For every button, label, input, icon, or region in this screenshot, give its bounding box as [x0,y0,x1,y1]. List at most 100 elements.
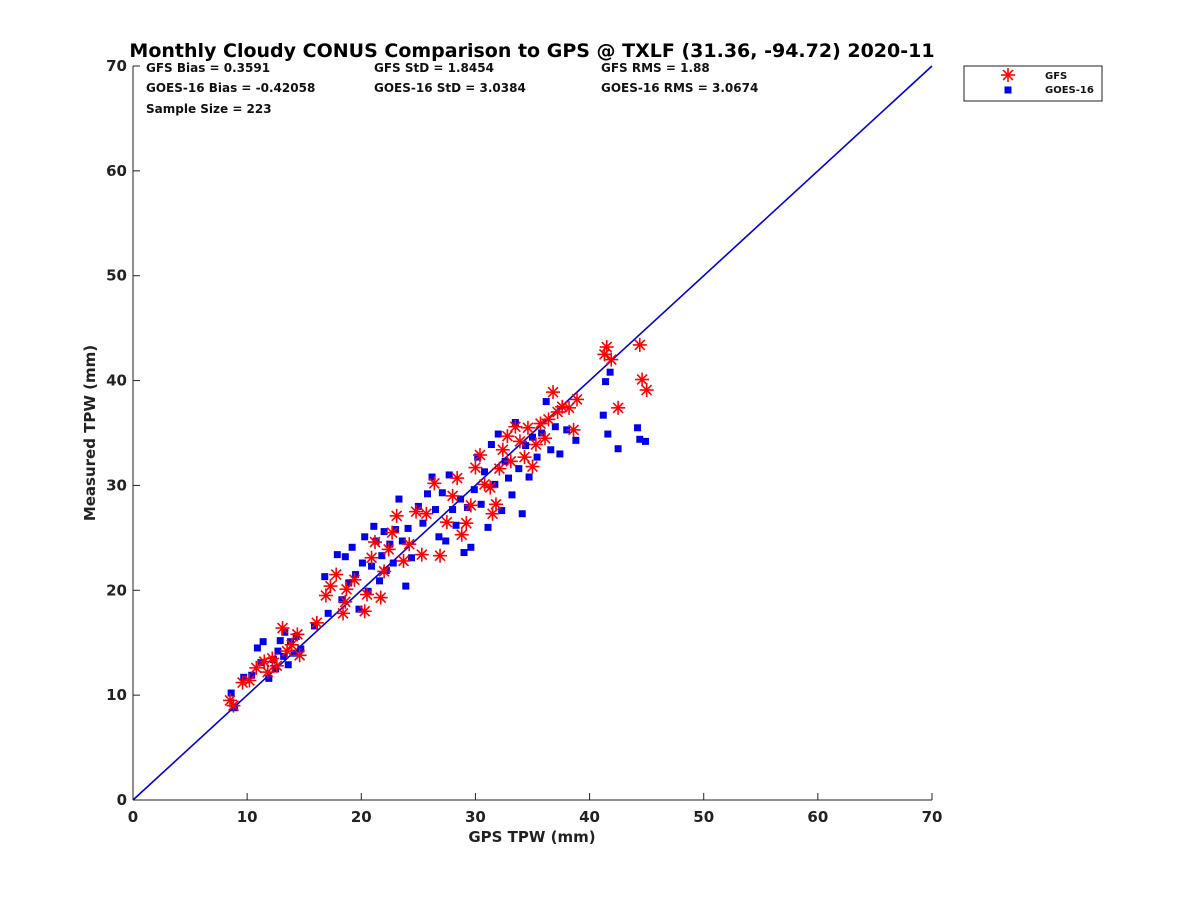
goes16-point [378,552,386,560]
gfs-point [599,340,614,355]
goes16-point [487,441,495,449]
x-tick-label: 10 [237,808,258,826]
goes16-point [333,551,341,559]
x-tick-label: 0 [128,808,138,826]
gfs-point [265,651,280,666]
gfs-point [492,461,507,476]
gfs-point [517,450,532,465]
legend-gfs-label: GFS [1045,71,1067,82]
goes16-point [642,437,650,445]
gfs-point [338,594,353,609]
legend-gfs-asterisk [1001,68,1015,82]
gfs-point [290,627,305,642]
y-tick-label: 70 [106,57,127,75]
gfs-point [500,429,515,444]
goes16-point [276,637,284,645]
goes16-point [398,537,406,545]
goes16-point [355,605,363,613]
y-tick-label: 40 [106,372,127,390]
y-tick-label: 50 [106,267,127,285]
gfs-point [396,553,411,568]
goes16-point [272,665,280,673]
goes16-point [414,502,422,510]
gfs-point [414,547,429,562]
gfs-point [495,442,510,457]
x-tick-label: 40 [579,808,600,826]
gfs-point [336,606,351,621]
gfs-point [359,587,374,602]
goes16-point [505,474,513,482]
gfs-point [632,337,647,352]
goes16-point [538,429,546,437]
goes16-point [274,647,282,655]
legend-goes16-label: GOES-16 [1045,85,1094,96]
goes16-point [419,519,427,527]
goes16-point [449,506,457,514]
y-tick-label: 60 [106,162,127,180]
gfs-point [604,352,619,367]
goes16-point [358,559,366,567]
gfs-point [377,564,392,579]
goes16-point [470,486,478,494]
gfs-point [520,420,535,435]
goes16-point [636,435,644,443]
gfs-point [468,460,483,475]
legend-goes16-square [1004,86,1012,94]
goes16-point [522,442,530,450]
goes16-point [253,644,261,652]
y-axis-ticks: 0 10 20 30 40 50 60 70 [106,57,140,809]
goes16-point [259,638,267,646]
goes16-point [481,468,489,476]
gfs-point [242,673,257,688]
goes16-point [604,430,612,438]
gfs-point [635,372,650,387]
goes16-point [345,579,353,587]
gfs-point [309,615,324,630]
goes16-point [508,491,516,499]
gfs-point [402,537,417,552]
goes16-point [460,549,468,557]
goes16-point [386,540,394,548]
gfs-point [538,431,553,446]
goes16-point [556,450,564,458]
goes16-point [297,645,305,653]
goes16-point [281,628,289,636]
gfs-point [546,385,561,400]
goes16-point [265,674,273,682]
goes16-point [423,490,431,498]
y-tick-label: 0 [117,791,127,809]
goes16-point [382,566,390,574]
chart-title: Monthly Cloudy CONUS Comparison to GPS @… [129,40,934,62]
goes16-point [498,507,506,515]
legend-goes16-marker [1004,86,1012,94]
goes16-point [515,465,523,473]
x-axis-label: GPS TPW (mm) [468,828,595,846]
series-gfs [223,337,654,713]
goes16-point [404,524,412,532]
x-tick-label: 50 [693,808,714,826]
goes16-point [491,480,499,488]
gfs-point [367,535,382,550]
x-axis-ticks: 0 10 20 30 40 50 60 70 [128,793,942,826]
goes16-point [484,523,492,531]
goes16-point [361,533,369,541]
goes16-point [438,489,446,497]
goes16-point [352,571,360,579]
gfs-point [433,548,448,563]
goes16-point [494,430,502,438]
goes16-point [248,671,256,679]
goes16-point [376,577,384,585]
gfs-point [385,525,400,540]
legend-gfs-marker [1001,68,1015,82]
stat-sample-size: Sample Size = 223 [146,102,272,116]
y-tick-label: 20 [106,581,127,599]
stat-gfs-std: GFS StD = 1.8454 [374,61,494,75]
goes16-point [602,378,610,386]
goes16-point [525,473,533,481]
goes16-point [518,510,526,518]
gfs-point [503,454,518,469]
goes16-point [606,368,614,376]
x-tick-label: 60 [807,808,828,826]
stats-annotations: GFS Bias = 0.3591 GFS StD = 1.8454 GFS R… [146,61,758,116]
